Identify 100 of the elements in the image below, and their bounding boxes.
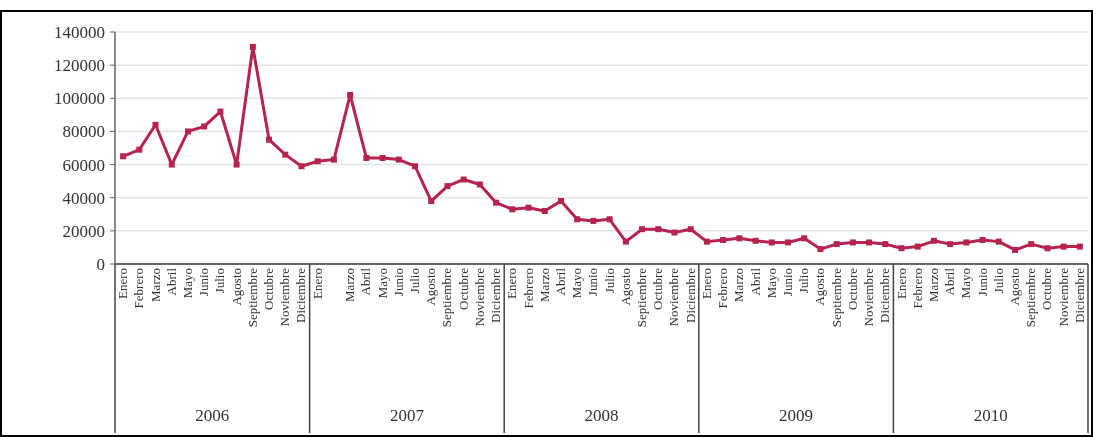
x-tick-label: Noviembre xyxy=(861,267,877,327)
point xyxy=(298,163,305,170)
point xyxy=(833,241,840,248)
x-tick-label: Enero xyxy=(115,268,131,300)
point xyxy=(330,156,337,163)
point xyxy=(1012,246,1019,253)
point xyxy=(995,238,1002,245)
x-tick-label: Febrero xyxy=(520,268,536,309)
x-tick-label: Noviembre xyxy=(277,267,293,327)
point xyxy=(282,151,289,158)
y-tick-label: 0 xyxy=(96,254,105,274)
point xyxy=(217,108,224,115)
point xyxy=(1076,243,1083,250)
point xyxy=(525,204,532,211)
point xyxy=(963,239,970,246)
x-tick-label: Mayo xyxy=(958,268,974,299)
x-tick-label: Abril xyxy=(942,267,958,296)
x-tick-label: Abril xyxy=(163,267,179,296)
text: 2007 xyxy=(389,406,425,425)
point xyxy=(168,161,175,168)
x-tick-label: Agosto xyxy=(423,268,439,306)
x-tick-label: Abril xyxy=(747,267,763,296)
point xyxy=(930,237,937,244)
point xyxy=(914,243,921,250)
y-tick-label: 60000 xyxy=(62,155,105,175)
x-tick-label: Noviembre xyxy=(471,267,487,327)
x-tick-label: Octubre xyxy=(455,267,471,310)
text: 2008 xyxy=(584,406,619,425)
x-tick-label: Marzo xyxy=(731,268,747,302)
x-tick-label: Junio xyxy=(779,268,795,297)
x-tick-label: Diciembre xyxy=(1071,267,1087,323)
point xyxy=(184,128,191,135)
x-tick-label: Noviembre xyxy=(666,267,682,327)
point xyxy=(720,236,727,243)
point xyxy=(266,136,273,143)
x-tick-label: Noviembre xyxy=(1055,267,1071,327)
point xyxy=(703,238,710,245)
point xyxy=(849,239,856,246)
point xyxy=(541,207,548,214)
x-tick-label: Marzo xyxy=(342,268,358,302)
point xyxy=(152,121,159,128)
point xyxy=(1060,243,1067,250)
x-tick-label: Agosto xyxy=(228,268,244,306)
point xyxy=(866,239,873,246)
x-tick-label: Octubre xyxy=(650,267,666,310)
x-tick-label: Septiembre xyxy=(828,267,844,328)
point xyxy=(882,241,889,248)
x-tick-label: Diciembre xyxy=(877,267,893,323)
point xyxy=(557,198,564,205)
y-tick-label: 100000 xyxy=(54,89,105,109)
point xyxy=(947,241,954,248)
x-tick-label: Abril xyxy=(552,267,568,296)
point xyxy=(347,91,354,98)
x-tick-label: Septiembre xyxy=(634,267,650,328)
point xyxy=(817,246,824,253)
point xyxy=(898,245,905,252)
point xyxy=(444,183,451,190)
x-tick-label: Enero xyxy=(698,268,714,300)
x-tick-label: Octubre xyxy=(844,267,860,310)
point xyxy=(509,206,516,213)
x-tick-label: Enero xyxy=(893,268,909,300)
x-tick-label: Febrero xyxy=(715,268,731,309)
x-tick-label: Julio xyxy=(601,268,617,294)
x-tick-label: Marzo xyxy=(536,268,552,302)
x-tick-label: Julio xyxy=(212,268,228,294)
point xyxy=(687,226,694,233)
point xyxy=(395,156,402,163)
point xyxy=(476,181,483,188)
x-tick-label: Agosto xyxy=(617,268,633,306)
point xyxy=(249,43,256,50)
point xyxy=(622,238,629,245)
point xyxy=(979,236,986,243)
point xyxy=(201,123,208,130)
x-tick-label: Mayo xyxy=(763,268,779,299)
point xyxy=(379,154,386,161)
point xyxy=(801,235,808,242)
y-tick-label: 20000 xyxy=(62,221,105,241)
point xyxy=(136,146,143,153)
x-tick-label: Mayo xyxy=(374,268,390,299)
x-tick-label: Agosto xyxy=(1007,268,1023,306)
point xyxy=(412,163,419,170)
point xyxy=(784,239,791,246)
x-tick-label: Agosto xyxy=(812,268,828,306)
x-tick-label: Abril xyxy=(358,267,374,296)
text: 2010 xyxy=(973,406,1008,425)
x-tick-label: Enero xyxy=(309,268,325,300)
point xyxy=(752,237,759,244)
text: 2006 xyxy=(195,406,230,425)
x-tick-label: Julio xyxy=(796,268,812,294)
x-tick-label: Octubre xyxy=(261,267,277,310)
point xyxy=(574,216,581,223)
x-tick-label: Marzo xyxy=(925,268,941,302)
point xyxy=(363,154,370,161)
x-tick-label: Septiembre xyxy=(1023,267,1039,328)
x-tick-label: Julio xyxy=(990,268,1006,294)
y-tick-label: 80000 xyxy=(62,122,105,142)
x-tick-label: Junio xyxy=(974,268,990,297)
x-tick-label: Diciembre xyxy=(488,267,504,323)
x-tick-label: Mayo xyxy=(179,268,195,299)
point xyxy=(655,226,662,233)
